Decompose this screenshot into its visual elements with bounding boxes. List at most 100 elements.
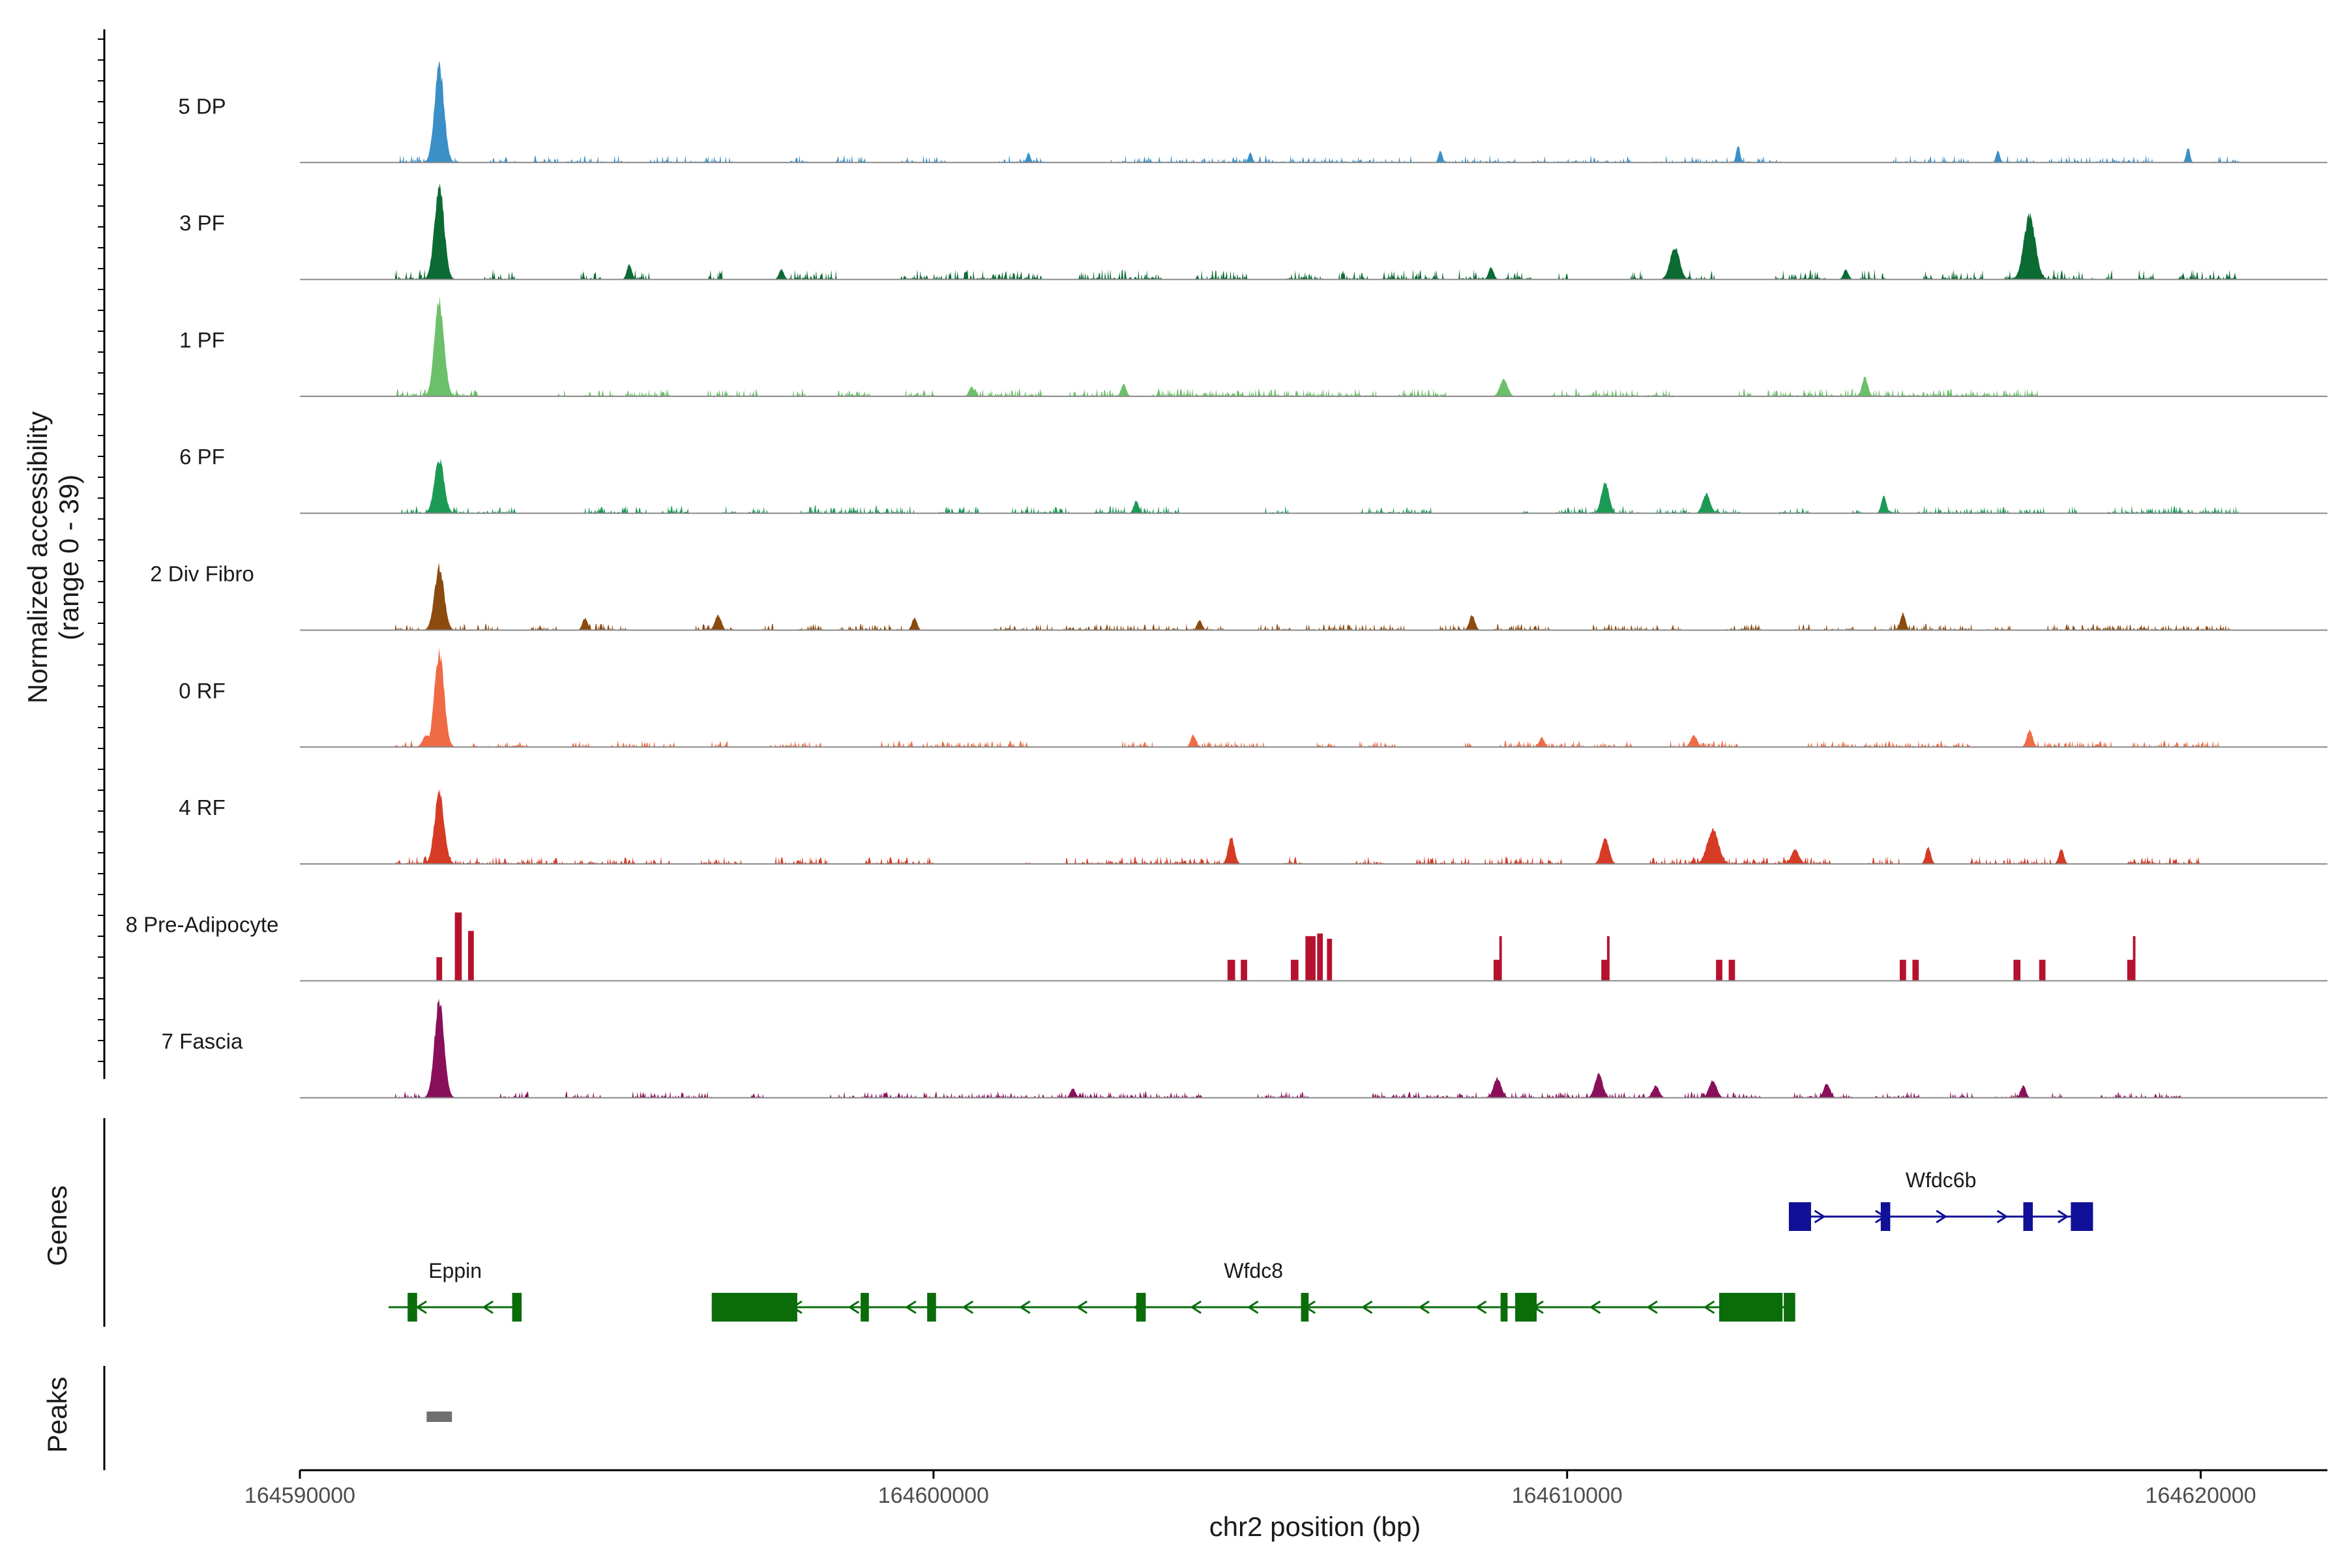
peak-region	[426, 1412, 452, 1422]
coverage-bar	[2013, 960, 2021, 981]
coverage-bar	[1716, 960, 1722, 981]
strand-arrow	[1247, 1300, 1259, 1314]
gene-label: Eppin	[428, 1259, 482, 1282]
track-2-div-fibro: 2 Div Fibro	[150, 562, 2327, 631]
coverage-bar	[1499, 936, 1502, 981]
track-6-pf: 6 PF	[179, 445, 2327, 514]
gene-exon	[512, 1293, 522, 1322]
coverage-bar	[1601, 960, 1609, 981]
track-7-fascia: 7 Fascia	[162, 998, 2327, 1099]
track-3-pf: 3 PF	[179, 183, 2327, 280]
gene-wfdc8: Wfdc8	[711, 1259, 1795, 1322]
strand-arrow	[1589, 1300, 1601, 1314]
strand-arrow	[1019, 1300, 1031, 1314]
peaks-track-label: Peaks	[42, 1377, 72, 1453]
track-4-rf: 4 RF	[179, 789, 2327, 865]
coverage-bar	[1606, 936, 1610, 981]
gene-exon	[1880, 1202, 1891, 1231]
gene-exon	[1784, 1293, 1795, 1322]
gene-exon	[711, 1293, 797, 1322]
coverage-bar	[1241, 960, 1247, 981]
x-tick-label: 164590000	[244, 1483, 355, 1508]
strand-arrow	[1076, 1300, 1088, 1314]
strand-arrow	[1936, 1209, 1947, 1224]
strand-arrow	[1361, 1300, 1373, 1314]
track-label: 1 PF	[179, 328, 225, 352]
strand-arrow	[1703, 1300, 1715, 1314]
gene-exon	[927, 1293, 936, 1322]
coverage-bar	[1728, 960, 1735, 981]
coverage-bar	[1317, 933, 1323, 981]
gene-exon	[1136, 1293, 1146, 1322]
gene-wfdc6b: Wfdc6b	[1788, 1168, 2093, 1231]
strand-arrow	[1646, 1300, 1658, 1314]
gene-exon	[1719, 1293, 1783, 1322]
track-8-pre-adipocyte: 8 Pre-Adipocyte	[126, 912, 2327, 982]
track-5-dp: 5 DP	[178, 61, 2327, 164]
gene-label: Wfdc6b	[1906, 1168, 1976, 1192]
track-label: 5 DP	[178, 94, 226, 118]
strand-arrow	[1475, 1300, 1487, 1314]
coverage-area	[394, 998, 2207, 1098]
coverage-area	[394, 647, 2220, 747]
track-label: 8 Pre-Adipocyte	[126, 912, 279, 936]
coverage-bar	[2039, 960, 2046, 981]
strand-arrow	[962, 1300, 974, 1314]
coverage-bar	[2133, 936, 2136, 981]
coverage-bar	[1327, 938, 1333, 981]
coverage-bar	[1899, 960, 1906, 981]
y-axis-range: (range 0 - 39)	[53, 475, 84, 640]
coverage-bar	[454, 912, 462, 981]
coverage-bar	[2127, 960, 2135, 981]
coverage-area	[394, 183, 2239, 280]
coverage-area	[394, 296, 2214, 396]
track-1-pf: 1 PF	[179, 296, 2327, 397]
coverage-bar	[1291, 960, 1299, 981]
track-label: 0 RF	[179, 679, 226, 703]
track-label: 6 PF	[179, 445, 225, 469]
coverage-tracks: 5 DP 3 PF 1 PF 6 PF 2 Div Fibro 0 RF 4 RF 8 Pre…	[126, 61, 2327, 1099]
gene-exon	[1301, 1293, 1309, 1322]
gene-exon	[1500, 1293, 1508, 1322]
track-label: 3 PF	[179, 211, 225, 235]
gene-track: Wfdc6b Eppin Wfdc8	[103, 1118, 2093, 1327]
strand-arrow	[1814, 1209, 1826, 1224]
strand-arrow	[1996, 1209, 2009, 1224]
coverage-bar	[1305, 936, 1316, 981]
coverage-bar	[468, 930, 474, 981]
strand-arrow	[1190, 1300, 1202, 1314]
strand-arrow	[905, 1300, 917, 1314]
strand-arrow	[848, 1300, 860, 1314]
coverage-area	[394, 61, 2239, 163]
strand-arrow	[482, 1300, 494, 1314]
track-0-rf: 0 RF	[179, 647, 2327, 748]
x-tick-label: 164600000	[878, 1483, 989, 1508]
x-axis: 164590000 164600000 164610000 164620000	[98, 29, 2327, 1508]
genes-track-label: Genes	[42, 1185, 72, 1266]
gene-label: Wfdc8	[1224, 1259, 1283, 1282]
gene-eppin: Eppin	[389, 1259, 522, 1322]
coverage-area	[394, 789, 2201, 865]
strand-arrow	[2057, 1209, 2069, 1224]
x-tick-label: 164610000	[1512, 1483, 1623, 1508]
track-label: 7 Fascia	[162, 1029, 243, 1054]
gene-exon	[861, 1293, 869, 1322]
coverage-area	[401, 458, 2239, 514]
track-label: 4 RF	[179, 795, 226, 820]
track-label: 2 Div Fibro	[150, 562, 254, 586]
y-axis-title: Normalized accessibility	[22, 411, 53, 703]
gene-exon	[1788, 1202, 1811, 1231]
coverage-bar	[436, 957, 443, 981]
peaks-track	[103, 1366, 452, 1470]
x-tick-label: 164620000	[2146, 1483, 2256, 1508]
coverage-bar	[1227, 960, 1235, 981]
gene-exon	[407, 1293, 417, 1322]
coverage-bar	[1494, 960, 1501, 981]
gene-exon	[1515, 1293, 1537, 1322]
x-axis-title: chr2 position (bp)	[1209, 1511, 1421, 1542]
strand-arrow	[415, 1300, 427, 1314]
gene-exon	[2023, 1202, 2033, 1231]
coverage-area	[394, 563, 2239, 630]
